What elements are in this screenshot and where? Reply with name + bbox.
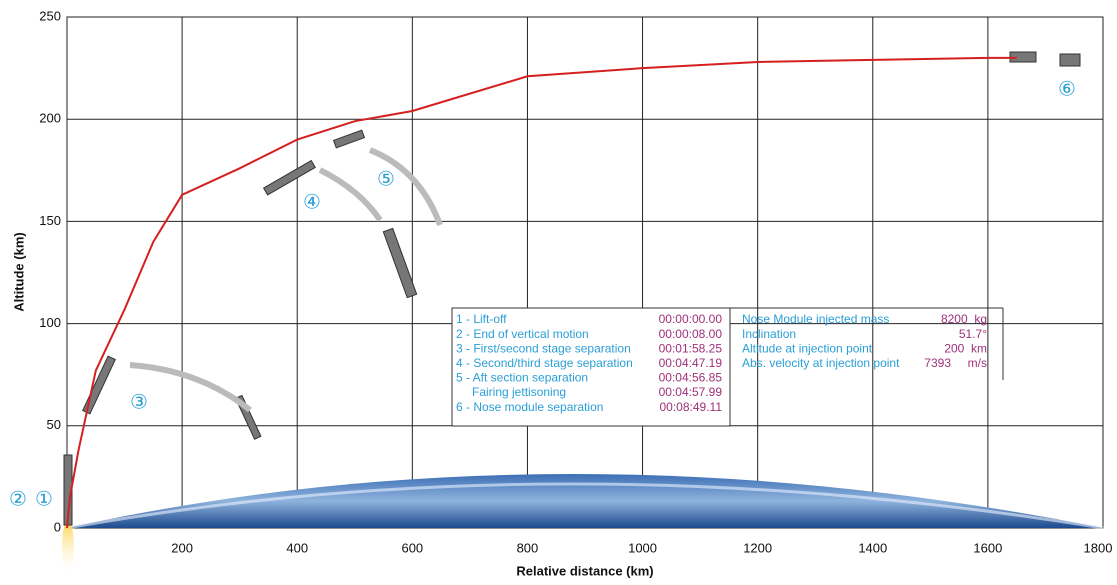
event-label: Fairing jettisoning	[472, 385, 566, 399]
event-label: 2 - End of vertical motion	[456, 327, 589, 341]
event-label: 1 - Lift-off	[456, 312, 507, 326]
flame	[62, 520, 74, 576]
y-tick-label: 50	[47, 417, 61, 432]
event-label: 6 - Nose module separation	[456, 400, 603, 414]
rocket	[332, 129, 366, 149]
grid	[66, 16, 1104, 529]
x-tick-label: 400	[286, 540, 308, 555]
parameter-value: 8200 kg	[941, 312, 987, 326]
arrow	[368, 147, 443, 227]
module	[1059, 53, 1081, 67]
y-tick-label: 100	[39, 315, 61, 330]
parameter-label: Abs. velocity at injection point	[742, 356, 900, 370]
y-tick-label: 0	[54, 519, 61, 534]
stage-marker: ①	[35, 488, 53, 510]
y-tick-label: 150	[39, 213, 61, 228]
event-time: 00:04:57.99	[659, 385, 723, 399]
earth-clouds	[66, 482, 1104, 530]
parameter-label: Altitude at injection point	[742, 341, 873, 355]
stage-marker: ④	[303, 191, 321, 213]
stage-marker: ②	[9, 488, 27, 510]
parameter-value: 51.7°	[959, 327, 987, 341]
x-tick-label: 800	[517, 540, 539, 555]
x-axis-label: Relative distance (km)	[516, 563, 653, 578]
arrow	[318, 167, 383, 222]
arrow	[129, 362, 252, 413]
event-time: 00:04:47.19	[659, 356, 723, 370]
stage-marker: ⑥	[1058, 78, 1076, 100]
parameter-label: Nose Module injected mass	[742, 312, 889, 326]
event-time: 00:08:49.11	[659, 400, 722, 414]
stage-marker: ⑤	[377, 168, 395, 190]
parameter-value: 7393 m/s	[924, 356, 987, 370]
x-tick-label: 600	[401, 540, 423, 555]
event-label: 4 - Second/third stage separation	[456, 356, 633, 370]
x-tick-label: 1800	[1084, 540, 1113, 555]
y-axis-label: Altitude (km)	[11, 232, 26, 311]
y-tick-label: 200	[39, 111, 61, 126]
y-tick-label: 250	[39, 8, 61, 23]
event-time: 00:00:08.00	[659, 327, 723, 341]
rockets	[62, 51, 1081, 576]
event-time: 00:00:00.00	[659, 312, 723, 326]
parameter-label: Inclination	[742, 327, 796, 341]
event-time: 00:01:58.25	[659, 341, 723, 355]
trajectory	[66, 56, 1017, 529]
event-time: 00:04:56.85	[659, 371, 723, 385]
rocket	[262, 159, 316, 196]
plot-frame	[66, 16, 1104, 529]
event-label: 3 - First/second stage separation	[456, 341, 631, 355]
stage	[382, 227, 418, 299]
x-tick-label: 1400	[858, 540, 887, 555]
stage-marker: ③	[130, 391, 148, 413]
x-tick-label: 200	[171, 540, 193, 555]
x-tick-label: 1000	[628, 540, 657, 555]
event-label: 5 - Aft section separation	[456, 371, 588, 385]
events-box	[451, 307, 731, 427]
x-tick-label: 1200	[743, 540, 772, 555]
x-tick-label: 1600	[973, 540, 1002, 555]
earth	[67, 474, 1103, 528]
parameter-value: 200 km	[944, 341, 987, 355]
